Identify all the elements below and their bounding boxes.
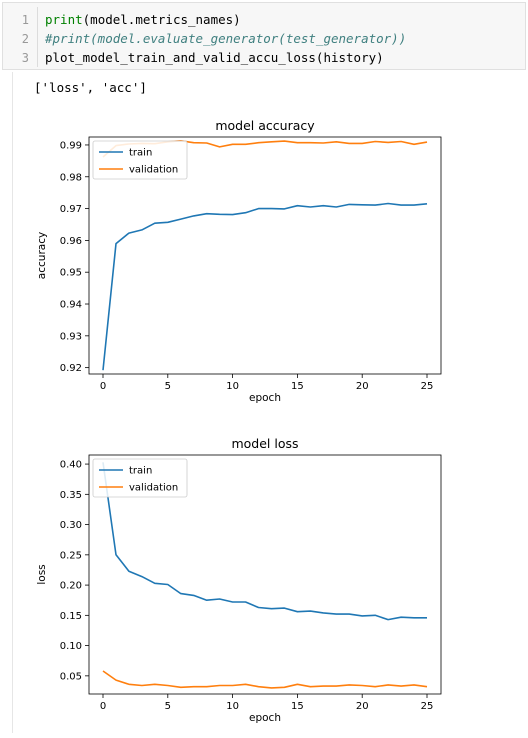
y-tick-label: 0.05 [60,671,82,682]
x-axis-label: epoch [249,392,281,404]
code-line-3[interactable]: plot_model_train_and_valid_accu_loss(his… [45,50,384,65]
line-number: 2 [21,32,29,46]
code-cell[interactable]: 1 2 3 print(model.metrics_names) #print(… [2,2,526,70]
plot-frame [88,454,442,695]
x-tick-label: 10 [226,381,239,392]
x-tick-label: 15 [291,701,304,712]
y-tick-label: 0.95 [60,268,82,279]
y-tick-label: 0.94 [60,300,82,311]
y-tick-label: 0.35 [60,490,82,501]
code-line-1[interactable]: print(model.metrics_names) [45,10,241,29]
series-line-train [102,202,428,371]
line-number: 1 [21,13,29,27]
line-number-gutter: 1 2 3 [3,7,38,67]
chart-title: model accuracy [215,118,315,133]
x-tick-label: 5 [165,701,171,712]
y-tick-label: 0.30 [60,520,82,531]
series-line-validation [102,670,428,689]
x-tick-label: 20 [356,381,369,392]
x-tick-label: 0 [100,701,106,712]
line-number: 3 [21,51,29,65]
x-tick-label: 0 [100,381,106,392]
y-axis-label: accuracy [36,232,48,279]
y-tick-label: 0.99 [60,140,82,151]
x-tick-label: 15 [291,381,304,392]
y-tick-label: 0.97 [60,204,82,215]
legend-label-validation: validation [129,165,178,176]
code-text: (model.metrics_names) [82,12,241,27]
legend-label-validation: validation [129,483,178,494]
x-tick-label: 5 [165,381,171,392]
x-tick-label: 25 [421,381,434,392]
y-tick-label: 0.98 [60,172,82,183]
y-tick-label: 0.40 [60,460,82,471]
y-tick-label: 0.10 [60,641,82,652]
y-tick-label: 0.92 [60,363,82,374]
x-tick-label: 20 [356,701,369,712]
y-tick-label: 0.96 [60,236,82,247]
x-axis-label: epoch [249,712,281,724]
chart-title: model loss [231,436,298,451]
series-line-train [102,462,427,621]
x-tick-label: 25 [421,701,434,712]
y-axis-label: loss [36,564,48,584]
legend-label-train: train [129,466,152,477]
code-line-2[interactable]: #print(model.evaluate_generator(test_gen… [45,31,407,46]
print-keyword: print [45,12,83,27]
y-tick-label: 0.25 [60,550,82,561]
legend-label-train: train [129,148,152,159]
y-tick-label: 0.15 [60,611,82,622]
y-tick-label: 0.20 [60,581,82,592]
output-border [12,72,13,733]
accuracy-chart: model accuracy 0 5 10 15 20 25 0.92 0.93 0.94 0.95… [36,118,442,404]
loss-chart: model loss 0 5 10 15 20 25 0.05 0.10 0.15 0.20 0.25… [36,436,442,724]
y-tick-label: 0.93 [60,331,82,342]
x-tick-label: 10 [226,701,239,712]
plot-frame [88,136,442,375]
output-text: ['loss', 'acc'] [34,80,147,95]
